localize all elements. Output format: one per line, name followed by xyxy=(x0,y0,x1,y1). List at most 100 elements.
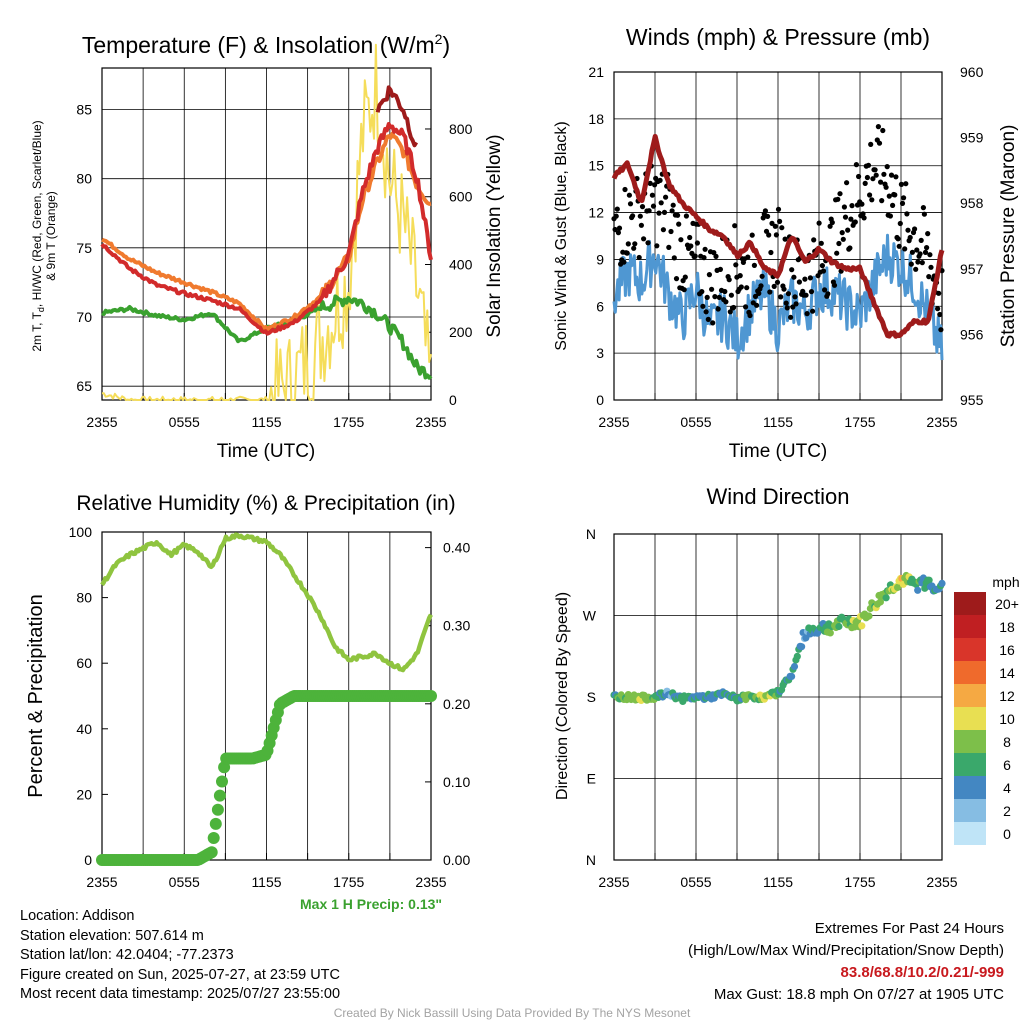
temperature-xtick-label: 1755 xyxy=(333,414,364,430)
wind-gust-point xyxy=(771,283,777,289)
wind-gust-point xyxy=(896,243,902,249)
wind-gust-point xyxy=(918,237,924,243)
wind-gust-point xyxy=(758,283,764,289)
wind-gust-point xyxy=(661,209,668,215)
colorbar-label: 18 xyxy=(999,619,1015,635)
wind-gust-point xyxy=(768,249,774,256)
wind-gust-point xyxy=(887,213,894,219)
wind-gust-point xyxy=(699,289,705,295)
wind-gust-point xyxy=(926,274,932,280)
wind-gust-point xyxy=(920,205,927,211)
wind-gust-point xyxy=(865,162,872,168)
wind-gust-point xyxy=(652,182,658,188)
direction-xtick-label: 1755 xyxy=(844,874,875,890)
wind-gust-point xyxy=(845,227,851,233)
temperature-ytick-label: 75 xyxy=(76,240,92,256)
direction-point xyxy=(835,622,843,631)
wind-gust-point xyxy=(788,314,794,320)
direction-point xyxy=(921,584,929,592)
direction-xtick-label: 2355 xyxy=(598,874,629,890)
wind-gust-point xyxy=(791,274,797,280)
colorbar-swatch xyxy=(954,684,986,707)
wind-gust-point xyxy=(694,240,701,246)
winds-ytick-label: 6 xyxy=(596,298,604,314)
winds-panel: Winds (mph) & Pressure (mb) Time (UTC) S… xyxy=(553,24,1019,462)
wind-gust-point xyxy=(622,186,628,193)
temperature-xlabel: Time (UTC) xyxy=(217,441,316,462)
wind-gust-point xyxy=(759,273,765,279)
wind-gust-point xyxy=(670,202,676,208)
wind-gust-point xyxy=(902,246,908,252)
insolation-ytick-label: 800 xyxy=(449,121,473,137)
wind-gust-point xyxy=(804,311,810,317)
wind-gust-point xyxy=(703,309,709,315)
wind-gust-point xyxy=(762,208,769,214)
wind-direction-title: Wind Direction xyxy=(706,484,849,509)
wind-direction-panel: Wind Direction Direction (Colored By Spe… xyxy=(554,484,1020,890)
wind-gust-point xyxy=(907,234,913,241)
wind-gust-point xyxy=(917,251,923,257)
winds-ytick-label: 0 xyxy=(596,392,604,408)
winds-xtick-label: 2355 xyxy=(598,414,629,430)
wind-gust-point xyxy=(777,218,783,224)
wind-gust-point xyxy=(778,294,784,300)
wind-gust-point xyxy=(905,227,911,233)
colorbar-label: 12 xyxy=(999,688,1015,704)
colorbar-swatch xyxy=(954,661,986,684)
wind-gust-point xyxy=(870,176,876,182)
pressure-ylabel: Station Pressure (Maroon) xyxy=(998,125,1019,348)
station-info: Location: Addison Station elevation: 507… xyxy=(20,907,340,1005)
wind-gust-point xyxy=(683,213,690,219)
wind-gust-point xyxy=(706,272,713,278)
wind-gust-point xyxy=(864,174,871,181)
wind-gust-point xyxy=(853,162,860,168)
wind-gust-point xyxy=(687,234,693,241)
credit-line: Created By Nick Bassill Using Data Provi… xyxy=(333,1006,691,1020)
temperature-xtick-label: 2355 xyxy=(415,414,446,430)
temperature-series-line xyxy=(100,122,433,336)
wind-speed-line xyxy=(612,233,944,361)
wind-gust-point xyxy=(752,293,759,299)
colorbar-label: 16 xyxy=(999,642,1015,658)
wind-gust-point xyxy=(879,198,885,204)
wind-gust-point xyxy=(880,127,886,134)
winds-ytick-label: 3 xyxy=(596,345,604,361)
wind-gust-point xyxy=(751,262,758,268)
direction-point xyxy=(925,576,933,584)
wind-gust-point xyxy=(925,231,931,237)
wind-gust-point xyxy=(710,320,716,326)
wind-gust-point xyxy=(647,180,653,186)
wind-gust-point xyxy=(712,294,718,300)
wind-gust-point xyxy=(842,214,849,220)
wind-gust-point xyxy=(658,200,664,206)
wind-gust-point xyxy=(625,241,631,247)
wind-gust-point xyxy=(775,206,782,212)
wind-gust-point xyxy=(627,201,634,207)
wind-gust-point xyxy=(649,192,656,198)
recent-timestamp: Most recent data timestamp: 2025/07/27 2… xyxy=(20,986,341,1002)
wind-gust-point xyxy=(783,300,789,306)
wind-gust-point xyxy=(726,277,732,283)
wind-gust-point xyxy=(774,279,781,285)
humidity-ytick-label: 20 xyxy=(76,786,92,802)
precip-ytick-label: 0.10 xyxy=(443,774,470,790)
wind-gust-point xyxy=(632,241,638,247)
humidity-ytick-label: 60 xyxy=(76,655,92,671)
wind-gust-point xyxy=(766,232,772,238)
wind-gust-point xyxy=(650,203,657,209)
wind-gust-point xyxy=(731,304,737,311)
wind-gust-point xyxy=(914,247,920,253)
wind-gust-point xyxy=(636,254,642,261)
figure-created: Figure created on Sun, 2025-07-27, at 23… xyxy=(20,966,340,983)
direction-ytick-label: N xyxy=(586,852,596,868)
wind-gust-point xyxy=(890,202,896,208)
precip-point xyxy=(207,832,220,844)
wind-gust-point xyxy=(660,227,667,233)
direction-point xyxy=(914,586,922,594)
direction-point xyxy=(793,652,801,661)
direction-xtick-label: 0555 xyxy=(680,874,711,890)
wind-gust-point xyxy=(892,192,898,198)
wind-gust-point xyxy=(782,236,788,242)
pressure-line xyxy=(611,133,945,339)
wind-gust-point xyxy=(702,246,708,252)
